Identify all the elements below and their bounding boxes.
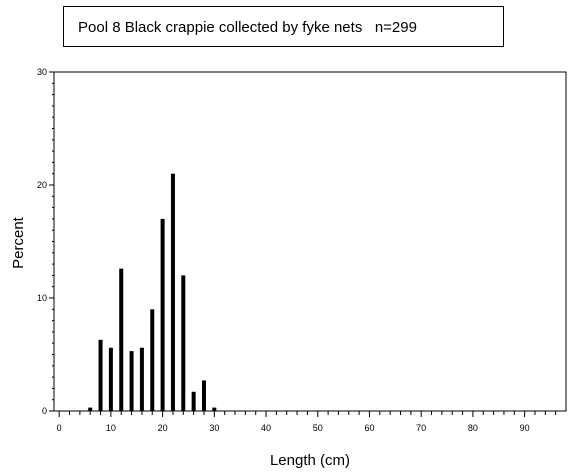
bar xyxy=(139,347,144,411)
x-tick-label: 40 xyxy=(261,423,271,433)
x-tick-label: 70 xyxy=(416,423,426,433)
y-tick-label: 0 xyxy=(42,406,47,416)
x-tick-label: 80 xyxy=(468,423,478,433)
y-axis: 0 10 20 30 xyxy=(37,67,54,416)
x-tick-label: 30 xyxy=(209,423,219,433)
bar xyxy=(201,380,206,411)
bar xyxy=(191,391,196,411)
bar xyxy=(212,407,217,411)
bar xyxy=(181,275,186,411)
x-tick-label: 0 xyxy=(57,423,62,433)
x-axis: 0 10 20 30 40 50 60 70 80 90 xyxy=(57,411,557,433)
y-tick-label: 20 xyxy=(37,180,47,190)
bar xyxy=(170,173,175,411)
chart-title-box: Pool 8 Black crappie collected by fyke n… xyxy=(63,6,504,47)
x-tick-label: 10 xyxy=(106,423,116,433)
x-tick-label: 50 xyxy=(313,423,323,433)
x-tick-label: 60 xyxy=(364,423,374,433)
bar xyxy=(160,218,165,411)
bar xyxy=(98,339,103,411)
bar xyxy=(119,268,124,411)
bar xyxy=(108,347,113,411)
y-tick-label: 30 xyxy=(37,67,47,77)
x-axis-label: Length (cm) xyxy=(270,452,350,469)
plot-frame xyxy=(53,71,567,412)
x-tick-label: 90 xyxy=(520,423,530,433)
bar xyxy=(129,351,134,411)
y-axis-label: Percent xyxy=(10,216,27,269)
y-tick-label: 10 xyxy=(37,293,47,303)
bar xyxy=(150,309,155,411)
chart-title: Pool 8 Black crappie collected by fyke n… xyxy=(78,19,417,36)
bars-group xyxy=(88,173,217,411)
bar xyxy=(88,407,93,411)
x-tick-label: 20 xyxy=(158,423,168,433)
